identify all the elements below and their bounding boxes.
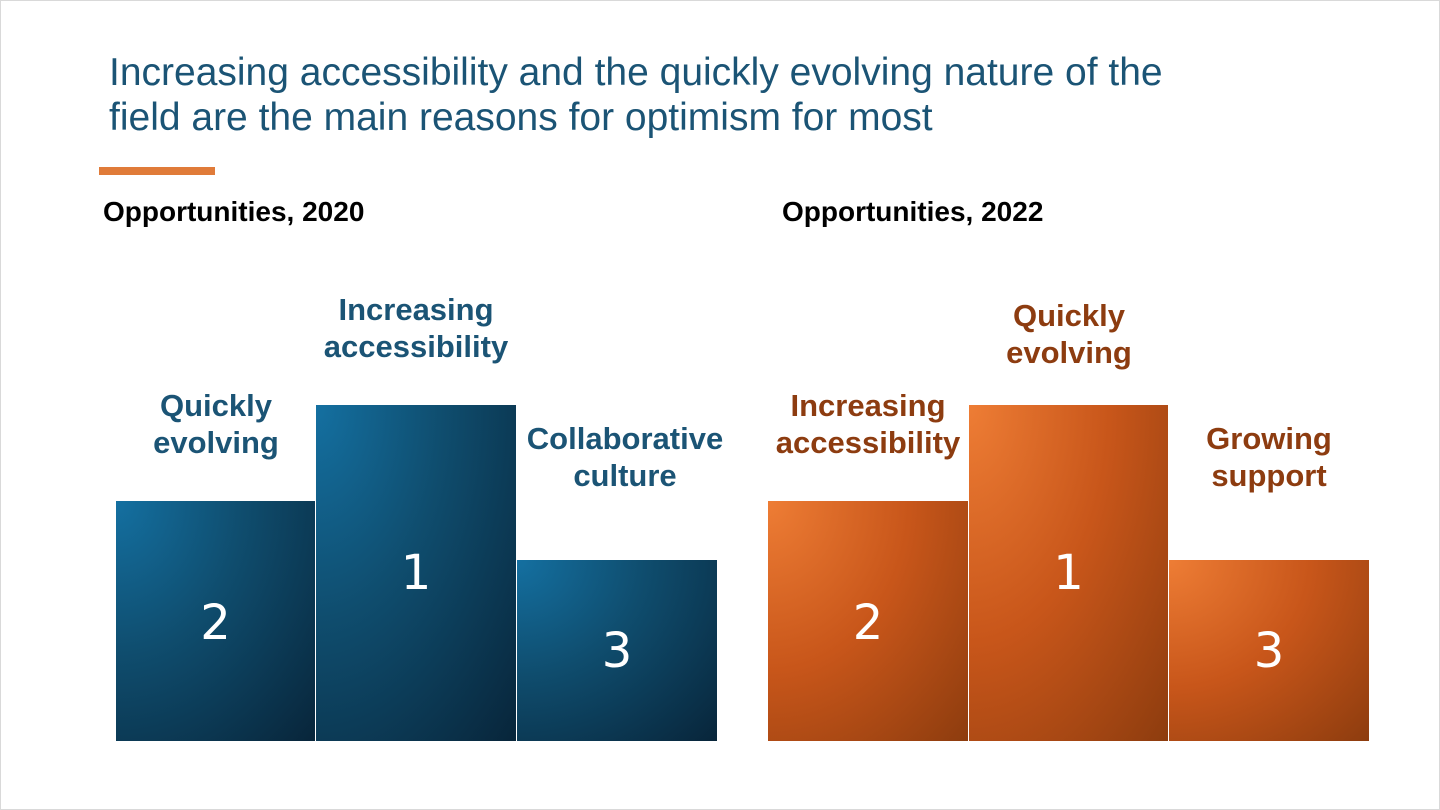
podium-label-line: Quickly [1013,298,1125,333]
rank-number: 2 [200,595,231,651]
podium-label-line: Increasing [338,292,494,327]
podium-label-line: support [1211,458,1327,493]
slide-title: Increasing accessibility and the quickly… [109,50,1309,140]
podium-2022-block-rank-3: 3 [1169,560,1369,741]
podium-2022-label-rank-1: Quickly evolving [969,297,1169,371]
podium-2022-label-rank-2: Increasing accessibility [758,387,978,461]
podium-label-line: evolving [1006,335,1132,370]
podium-label-line: culture [573,458,677,493]
podium-label-line: Growing [1206,421,1332,456]
podium-label-line: accessibility [323,329,509,364]
rank-number: 2 [852,595,884,651]
panel-heading-2020: Opportunities, 2020 [103,196,365,227]
podium-2022-block-rank-1: 1 [969,405,1168,741]
slide-title-line-2: field are the main reasons for optimism … [109,96,933,139]
podium-2020-label-rank-3: Collaborative culture [516,420,734,494]
title-accent-bar [99,167,215,175]
rank-number: 3 [1253,623,1285,679]
slide-title-line-1: Increasing accessibility and the quickly… [109,51,1163,94]
podium-label-line: accessibility [775,425,961,460]
panel-heading-2022: Opportunities, 2022 [782,196,1044,227]
podium-2020-label-rank-1: Increasing accessibility [306,291,526,365]
rank-number: 3 [601,623,633,679]
podium-label-line: Collaborative [526,421,724,456]
podium-2020-block-rank-3: 3 [517,560,717,741]
podium-2020-label-rank-2: Quickly evolving [116,387,316,461]
podium-2020-block-rank-1: 1 [316,405,516,741]
podium-2022-label-rank-3: Growing support [1169,420,1369,494]
podium-2020-block-rank-2: 2 [116,501,315,741]
podium-label-line: evolving [153,425,279,460]
rank-number: 1 [1053,545,1084,601]
podium-label-line: Quickly [160,388,272,423]
rank-number: 1 [400,545,432,601]
podium-2022-block-rank-2: 2 [768,501,968,741]
podium-label-line: Increasing [790,388,946,423]
